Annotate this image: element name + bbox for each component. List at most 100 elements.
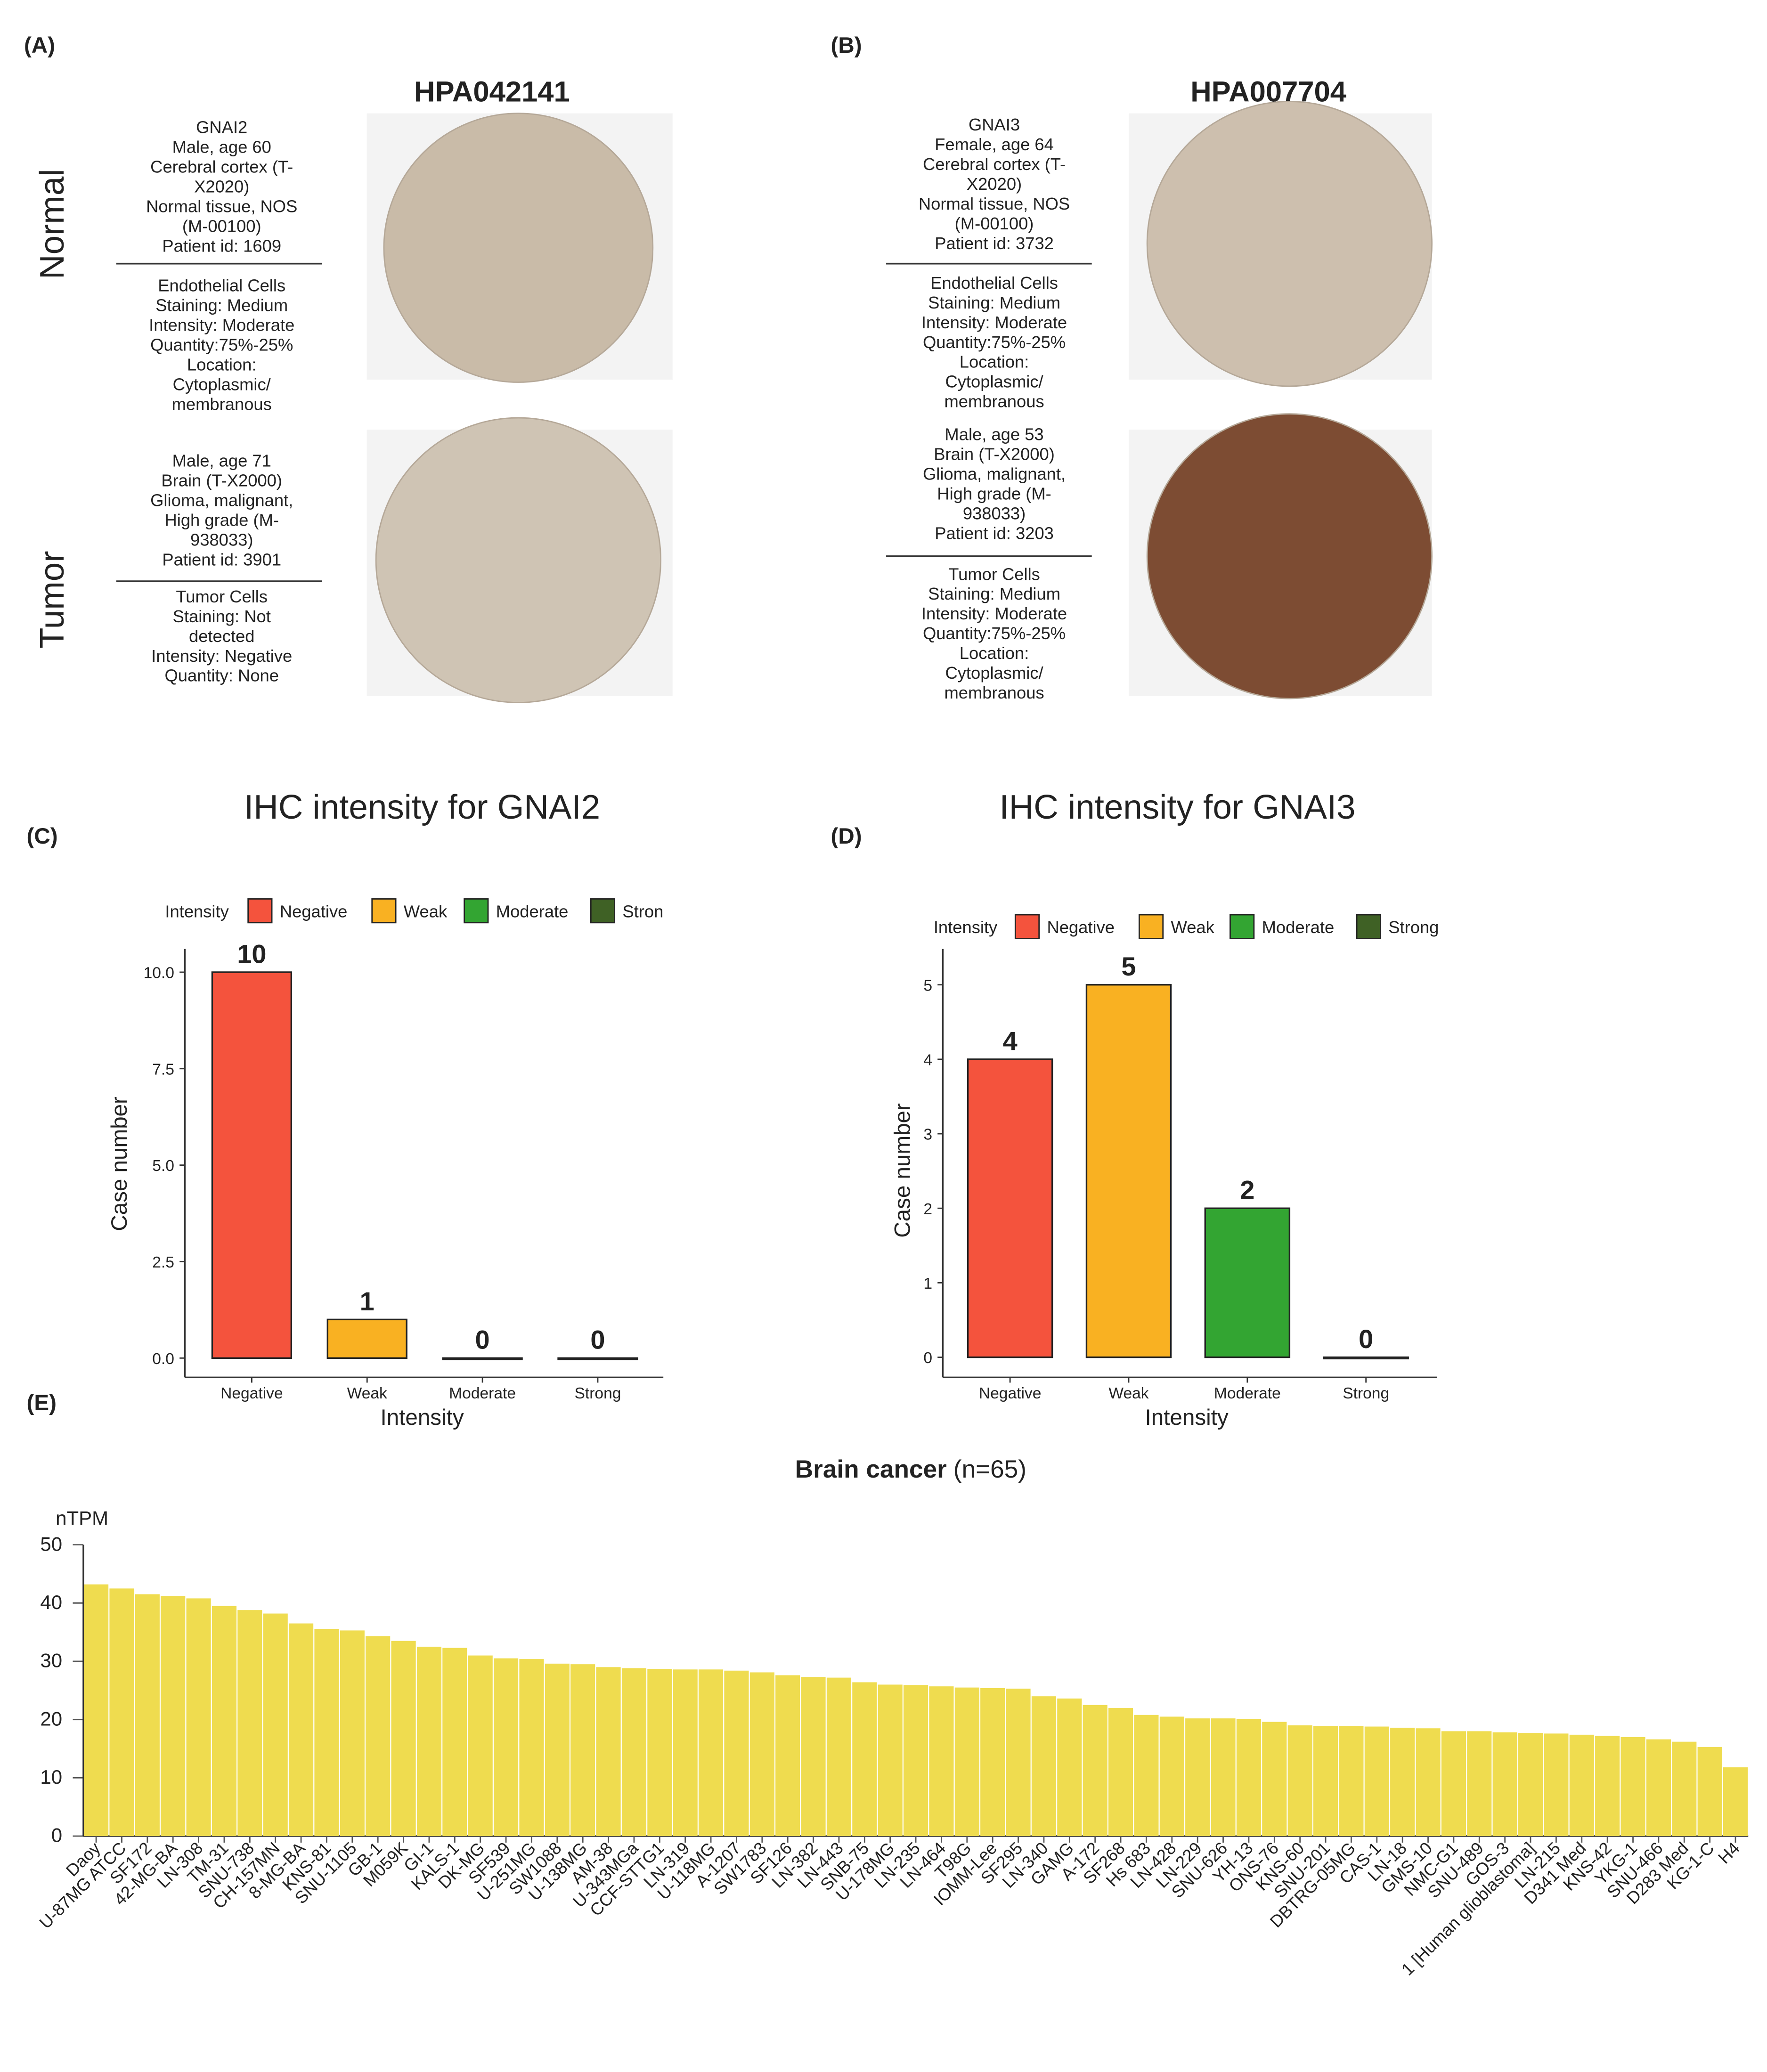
value-label: 10 (237, 939, 266, 968)
bar (161, 1596, 186, 1836)
staining-info: Location: (960, 352, 1029, 372)
bar (1262, 1722, 1287, 1836)
y-tick-label: 2 (923, 1201, 932, 1218)
bar (1134, 1714, 1159, 1836)
patient-info: Cerebral cortex (T- (923, 154, 1066, 174)
legend-label: Moderate (496, 902, 569, 921)
chart-title: IHC intensity for GNAI2 (244, 788, 600, 826)
patient-info: Male, age 53 (945, 425, 1043, 444)
staining-info: Quantity:75%-25% (150, 335, 293, 354)
x-tick-label: Moderate (449, 1385, 516, 1402)
x-axis-label: Intensity (1145, 1405, 1229, 1430)
staining-info: Staining: Medium (928, 584, 1060, 603)
legend-title: Intensity (165, 902, 229, 921)
y-tick-label: 40 (40, 1591, 62, 1613)
bar (314, 1629, 339, 1836)
legend-label: Weak (1171, 918, 1215, 937)
staining-info: Endothelial Cells (930, 273, 1058, 293)
y-tick-label: 30 (40, 1649, 62, 1672)
value-label: 0 (590, 1325, 605, 1355)
legend-label: Moderate (1262, 918, 1335, 937)
bar (289, 1623, 314, 1836)
bar (980, 1688, 1005, 1836)
bar (366, 1636, 391, 1836)
legend-swatch (1138, 914, 1164, 939)
patient-info: X2020) (967, 174, 1022, 194)
antibody-title: HPA042141 (414, 75, 570, 108)
staining-info: Staining: Medium (155, 295, 288, 315)
bar (1569, 1734, 1594, 1836)
bar (1185, 1718, 1210, 1836)
patient-info: Brain (T-X2000) (161, 471, 282, 490)
y-tick-label: 7.5 (152, 1061, 174, 1078)
patient-info: High grade (M- (164, 511, 278, 530)
bar (673, 1669, 698, 1836)
bar (1339, 1726, 1364, 1836)
y-tick-label: 2.5 (152, 1254, 174, 1271)
x-tick-label: Moderate (1214, 1385, 1281, 1402)
x-tick-label: Strong (574, 1385, 621, 1402)
y-tick-label: 0 (923, 1349, 932, 1367)
legend-label: Stron (622, 902, 663, 921)
patient-info: High grade (M- (937, 484, 1051, 504)
y-tick-label: 20 (40, 1707, 62, 1730)
y-tick-label: 0 (51, 1824, 62, 1846)
panel-label: (B) (831, 33, 862, 58)
staining-info: membranous (944, 392, 1044, 411)
patient-info: Glioma, malignant, (923, 464, 1066, 484)
tissue-core (375, 417, 661, 703)
bar (1211, 1718, 1236, 1836)
staining-info: Staining: Medium (928, 293, 1060, 312)
x-axis-label: Intensity (381, 1405, 464, 1430)
bar (801, 1677, 826, 1836)
chart-title: Brain cancer (795, 1455, 947, 1483)
patient-info: Patient id: 3901 (162, 550, 281, 569)
value-label: 1 (360, 1286, 375, 1316)
staining-info: Location: (960, 643, 1029, 663)
staining-info: Intensity: Moderate (921, 313, 1067, 332)
y-tick-label: 5 (923, 977, 932, 994)
patient-info: Normal tissue, NOS (919, 194, 1070, 213)
patient-info: GNAI3 (969, 115, 1020, 134)
legend-swatch (247, 898, 273, 924)
staining-info: membranous (944, 683, 1044, 702)
bar (545, 1663, 570, 1836)
bar (749, 1672, 774, 1836)
bar (519, 1659, 544, 1836)
legend-swatch (1014, 914, 1040, 939)
bar (967, 1058, 1053, 1358)
bar (186, 1598, 211, 1836)
staining-info: Endothelial Cells (158, 276, 285, 295)
bar (1204, 1207, 1291, 1358)
bar (442, 1648, 467, 1836)
y-tick-label: 1 (923, 1275, 932, 1292)
bar (416, 1647, 442, 1836)
bar (1085, 984, 1172, 1358)
legend-title: Intensity (934, 918, 998, 937)
bar (1646, 1739, 1671, 1836)
bar (1416, 1728, 1441, 1836)
bar (1441, 1731, 1466, 1836)
bar (570, 1664, 595, 1836)
y-axis-label: Case number (107, 1097, 132, 1231)
tissue-core (383, 113, 654, 383)
bar (826, 1677, 852, 1836)
patient-info: Patient id: 3732 (935, 234, 1054, 253)
bar (1595, 1736, 1620, 1836)
bar (1159, 1716, 1184, 1836)
bar (1236, 1719, 1261, 1836)
bar (84, 1584, 109, 1836)
patient-info: Cerebral cortex (T- (150, 157, 293, 177)
patient-info: Normal tissue, NOS (146, 197, 297, 216)
bar (1108, 1707, 1133, 1836)
patient-info: Brain (T-X2000) (934, 445, 1055, 464)
staining-info: Intensity: Moderate (149, 315, 294, 334)
staining-info: Quantity:75%-25% (923, 333, 1066, 352)
legend-label: Negative (280, 902, 348, 921)
bar (391, 1641, 416, 1836)
bar (1467, 1731, 1492, 1836)
bar (1620, 1737, 1645, 1836)
legend-swatch (464, 898, 489, 924)
